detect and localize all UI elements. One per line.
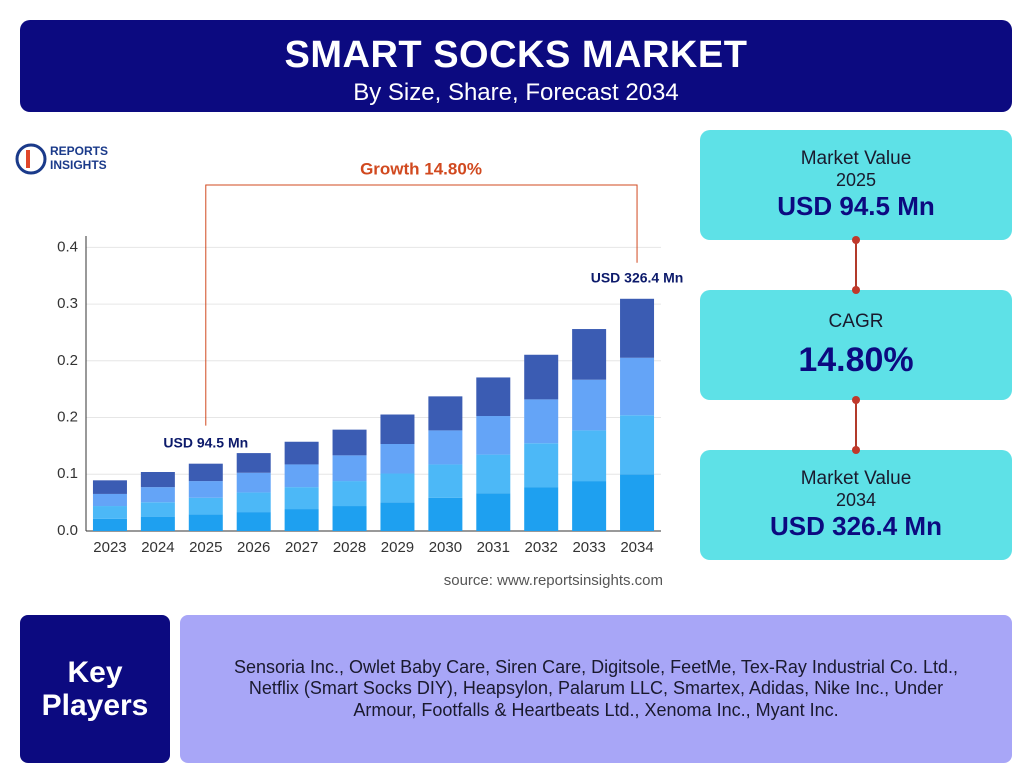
x-tick-label: 2023	[93, 539, 126, 556]
y-tick-label: 0.2	[57, 409, 78, 426]
bar-segment	[284, 487, 319, 510]
bar-segment	[524, 487, 559, 531]
chart: REPORTS INSIGHTS Growth 14.80% source: w…	[15, 143, 684, 589]
bar-segment	[332, 506, 367, 531]
bar-segment	[92, 518, 127, 531]
logo-text: REPORTS	[50, 144, 108, 158]
bar-segment	[572, 481, 607, 531]
bar-segment	[332, 429, 367, 456]
stat-sub: 2034	[835, 490, 877, 510]
bar-segment	[236, 453, 271, 473]
bar-segment	[620, 357, 655, 416]
stat-box: Market Value 2025 USD 94.5 Mn	[700, 130, 1012, 240]
x-tick-label: 2034	[620, 539, 653, 556]
y-tick-label: 0.4	[57, 238, 78, 255]
x-tick-label: 2031	[477, 539, 510, 556]
bar-segment	[236, 492, 271, 513]
dot	[852, 286, 860, 294]
stat-value: 14.80%	[798, 340, 914, 379]
bar-segment	[524, 399, 559, 444]
subtitle: By Size, Share, Forecast 2034	[353, 79, 679, 106]
bar-segment	[140, 472, 175, 488]
header: SMART SOCKS MARKET By Size, Share, Forec…	[20, 20, 1012, 112]
bar-segment	[188, 514, 223, 531]
y-tick-label: 0.0	[57, 522, 78, 539]
stat-label: Market Value	[800, 148, 912, 169]
source: source: www.reportsinsights.com	[444, 572, 663, 589]
bar-segment	[524, 443, 559, 488]
y-tick-label: 0.1	[57, 465, 78, 482]
title: SMART SOCKS MARKET	[284, 34, 748, 76]
growth-label: Growth 14.80%	[360, 159, 482, 178]
stat-value: USD 326.4 Mn	[770, 511, 942, 541]
stat-label: CAGR	[828, 310, 884, 332]
dot	[852, 236, 860, 244]
bar-segment	[236, 472, 271, 493]
stat-box: Market Value 2034 USD 326.4 Mn	[700, 450, 1012, 560]
dot	[852, 396, 860, 404]
bar-segment	[332, 481, 367, 507]
x-tick-label: 2026	[237, 539, 270, 556]
logo-text: INSIGHTS	[50, 158, 107, 172]
x-tick-label: 2025	[189, 539, 222, 556]
annotation: USD 326.4 Mn	[591, 269, 684, 285]
bar-segment	[572, 329, 607, 380]
stat-box: CAGR 14.80%	[700, 290, 1012, 400]
logo-icon	[26, 150, 30, 168]
bar-segment	[380, 502, 415, 531]
stat-value: USD 94.5 Mn	[777, 191, 935, 221]
key-players-title: Key Players	[20, 615, 170, 763]
bar-segment	[476, 377, 511, 417]
bar-segment	[428, 430, 463, 465]
bar-segment	[140, 487, 175, 503]
bar-segment	[620, 298, 655, 358]
bar-segment	[476, 493, 511, 531]
bar-segment	[140, 502, 175, 517]
y-tick-label: 0.3	[57, 295, 78, 312]
x-tick-label: 2024	[141, 539, 174, 556]
bar-segment	[524, 354, 559, 400]
x-tick-label: 2029	[381, 539, 414, 556]
bar-segment	[188, 497, 223, 515]
bar-segment	[188, 481, 223, 498]
bar-segment	[572, 430, 607, 482]
bar-segment	[380, 444, 415, 474]
bar-segment	[428, 497, 463, 531]
logo-icon	[15, 143, 47, 175]
bar-segment	[284, 464, 319, 488]
x-tick-label: 2032	[525, 539, 558, 556]
bar-segment	[428, 396, 463, 431]
dot	[852, 446, 860, 454]
bar-segment	[476, 454, 511, 494]
bar-segment	[476, 416, 511, 455]
x-tick-label: 2030	[429, 539, 462, 556]
bar-segment	[620, 415, 655, 475]
bar-segment	[236, 512, 271, 531]
growth-bracket	[205, 184, 638, 426]
x-tick-label: 2033	[572, 539, 605, 556]
bar-segment	[620, 474, 655, 531]
bar-segment	[380, 473, 415, 503]
bar-segment	[284, 441, 319, 465]
x-tick-label: 2028	[333, 539, 366, 556]
key-players-list: Sensoria Inc., Owlet Baby Care, Siren Ca…	[180, 615, 1012, 763]
bar-segment	[380, 414, 415, 445]
bar-segment	[92, 506, 127, 519]
stat-sub: 2025	[835, 170, 877, 190]
stat-label: Market Value	[800, 468, 912, 489]
bar-segment	[92, 493, 127, 507]
bar-segment	[92, 480, 127, 494]
bar-segment	[188, 463, 223, 482]
bar-segment	[332, 455, 367, 482]
bar-segment	[428, 464, 463, 498]
bar-segment	[284, 509, 319, 531]
annotation: USD 94.5 Mn	[163, 434, 248, 450]
y-tick-label: 0.2	[57, 352, 78, 369]
bar-segment	[572, 379, 607, 431]
bar-segment	[140, 516, 175, 531]
connectors	[852, 236, 860, 454]
x-tick-label: 2027	[285, 539, 318, 556]
